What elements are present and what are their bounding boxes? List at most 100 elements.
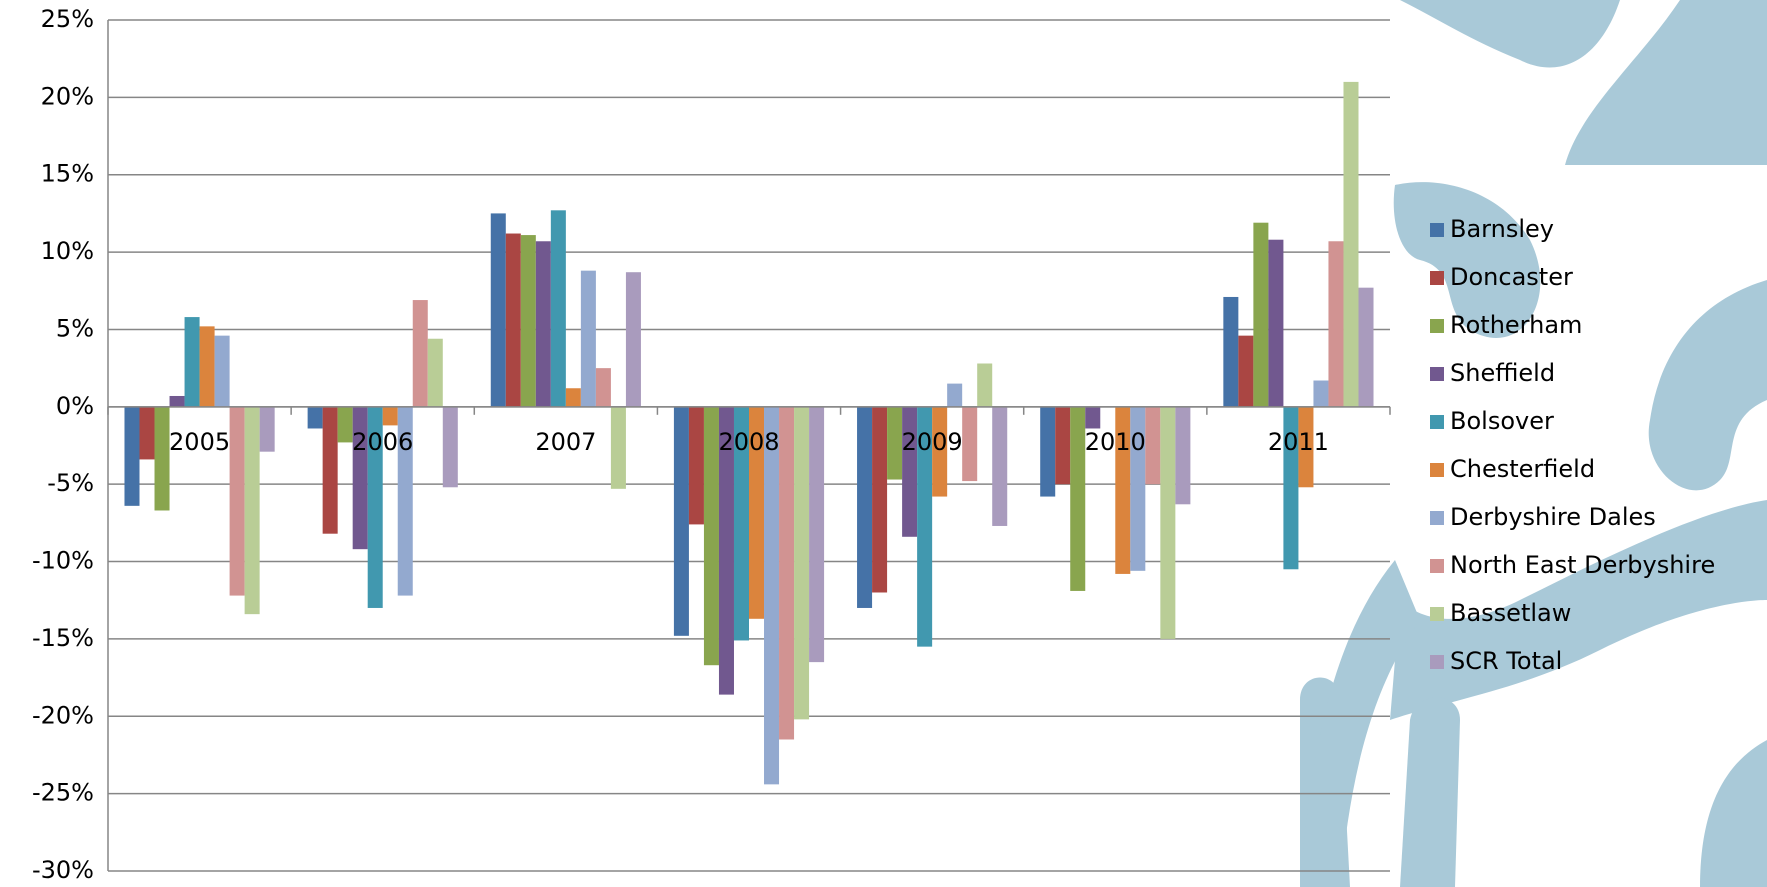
bar [809, 406, 825, 663]
bar [1145, 406, 1161, 485]
bar [962, 406, 978, 482]
bar [1343, 81, 1359, 407]
bar [1223, 296, 1239, 407]
legend-swatch [1430, 511, 1444, 525]
x-tick-label: 2011 [1268, 428, 1329, 456]
x-tick-label: 2006 [352, 428, 413, 456]
y-tick-label: -25% [32, 779, 94, 807]
legend-swatch [1430, 655, 1444, 669]
bar [1313, 380, 1329, 407]
bar [367, 406, 383, 608]
bar [887, 406, 903, 480]
bar [154, 406, 170, 511]
y-tick-label: -15% [32, 624, 94, 652]
bar [688, 406, 704, 525]
x-tick-label: 2007 [535, 428, 596, 456]
bar [872, 406, 888, 593]
bar [718, 406, 734, 695]
bar [733, 406, 749, 641]
bar [490, 213, 506, 407]
bar [505, 233, 521, 407]
bar [902, 406, 918, 537]
background-decoration [1300, 0, 1767, 887]
legend-label: Bassetlaw [1450, 599, 1571, 627]
bar [565, 388, 581, 407]
bar [382, 406, 398, 426]
bar [442, 406, 458, 488]
bar [1283, 406, 1299, 570]
bar [917, 406, 933, 647]
bar [1238, 335, 1254, 407]
bar [1328, 241, 1344, 407]
bar [857, 406, 873, 608]
bar [1358, 287, 1374, 407]
bar [1268, 239, 1284, 407]
legend-label: Chesterfield [1450, 455, 1595, 483]
legend-label: Barnsley [1450, 215, 1554, 243]
bar [124, 406, 140, 506]
legend-swatch [1430, 463, 1444, 477]
bar [259, 406, 275, 452]
bar [244, 406, 260, 615]
legend-label: North East Derbyshire [1450, 551, 1715, 579]
bar [229, 406, 245, 596]
bar [749, 406, 765, 619]
bar [595, 368, 611, 407]
legend-label: SCR Total [1450, 647, 1562, 675]
legend-label: Derbyshire Dales [1450, 503, 1656, 531]
bar [992, 406, 1008, 526]
legend-swatch [1430, 367, 1444, 381]
y-tick-label: 10% [41, 237, 94, 265]
bar [322, 406, 338, 534]
bar [673, 406, 689, 636]
bar [427, 338, 443, 407]
bar [397, 406, 413, 596]
bar [184, 317, 200, 407]
bar [1130, 406, 1146, 571]
legend-swatch [1430, 319, 1444, 333]
bar [703, 406, 719, 666]
bar [1160, 406, 1176, 639]
bar [1070, 406, 1086, 591]
bar [1040, 406, 1056, 497]
bar [1055, 406, 1071, 485]
bar [337, 406, 353, 443]
bar [764, 406, 780, 785]
y-tick-label: -10% [32, 547, 94, 575]
bar [779, 406, 795, 740]
bar [977, 363, 993, 407]
bar [625, 272, 641, 407]
bar [412, 300, 428, 407]
y-tick-label: 25% [41, 5, 94, 33]
bar [1298, 406, 1314, 488]
bar [580, 270, 596, 407]
bar [947, 383, 963, 407]
y-tick-label: -20% [32, 701, 94, 729]
bar [352, 406, 368, 550]
y-tick-label: -30% [32, 856, 94, 884]
bar [169, 395, 185, 407]
x-tick-label: 2008 [718, 428, 779, 456]
bar [214, 335, 230, 407]
bar [139, 406, 155, 460]
bar [932, 406, 948, 497]
y-tick-label: 0% [56, 392, 94, 420]
legend-swatch [1430, 223, 1444, 237]
bar [307, 406, 323, 429]
legend-label: Rotherham [1450, 311, 1582, 339]
legend-label: Bolsover [1450, 407, 1554, 435]
bar [610, 406, 626, 489]
x-tick-label: 2009 [902, 428, 963, 456]
y-tick-label: 20% [41, 82, 94, 110]
legend-swatch [1430, 271, 1444, 285]
bar [1175, 406, 1191, 505]
x-tick-label: 2010 [1085, 428, 1146, 456]
bar [550, 210, 566, 407]
legend-label: Sheffield [1450, 359, 1555, 387]
y-tick-label: -5% [47, 469, 94, 497]
legend-swatch [1430, 415, 1444, 429]
bar [1115, 406, 1131, 574]
bar [199, 326, 215, 407]
bar [535, 241, 551, 407]
